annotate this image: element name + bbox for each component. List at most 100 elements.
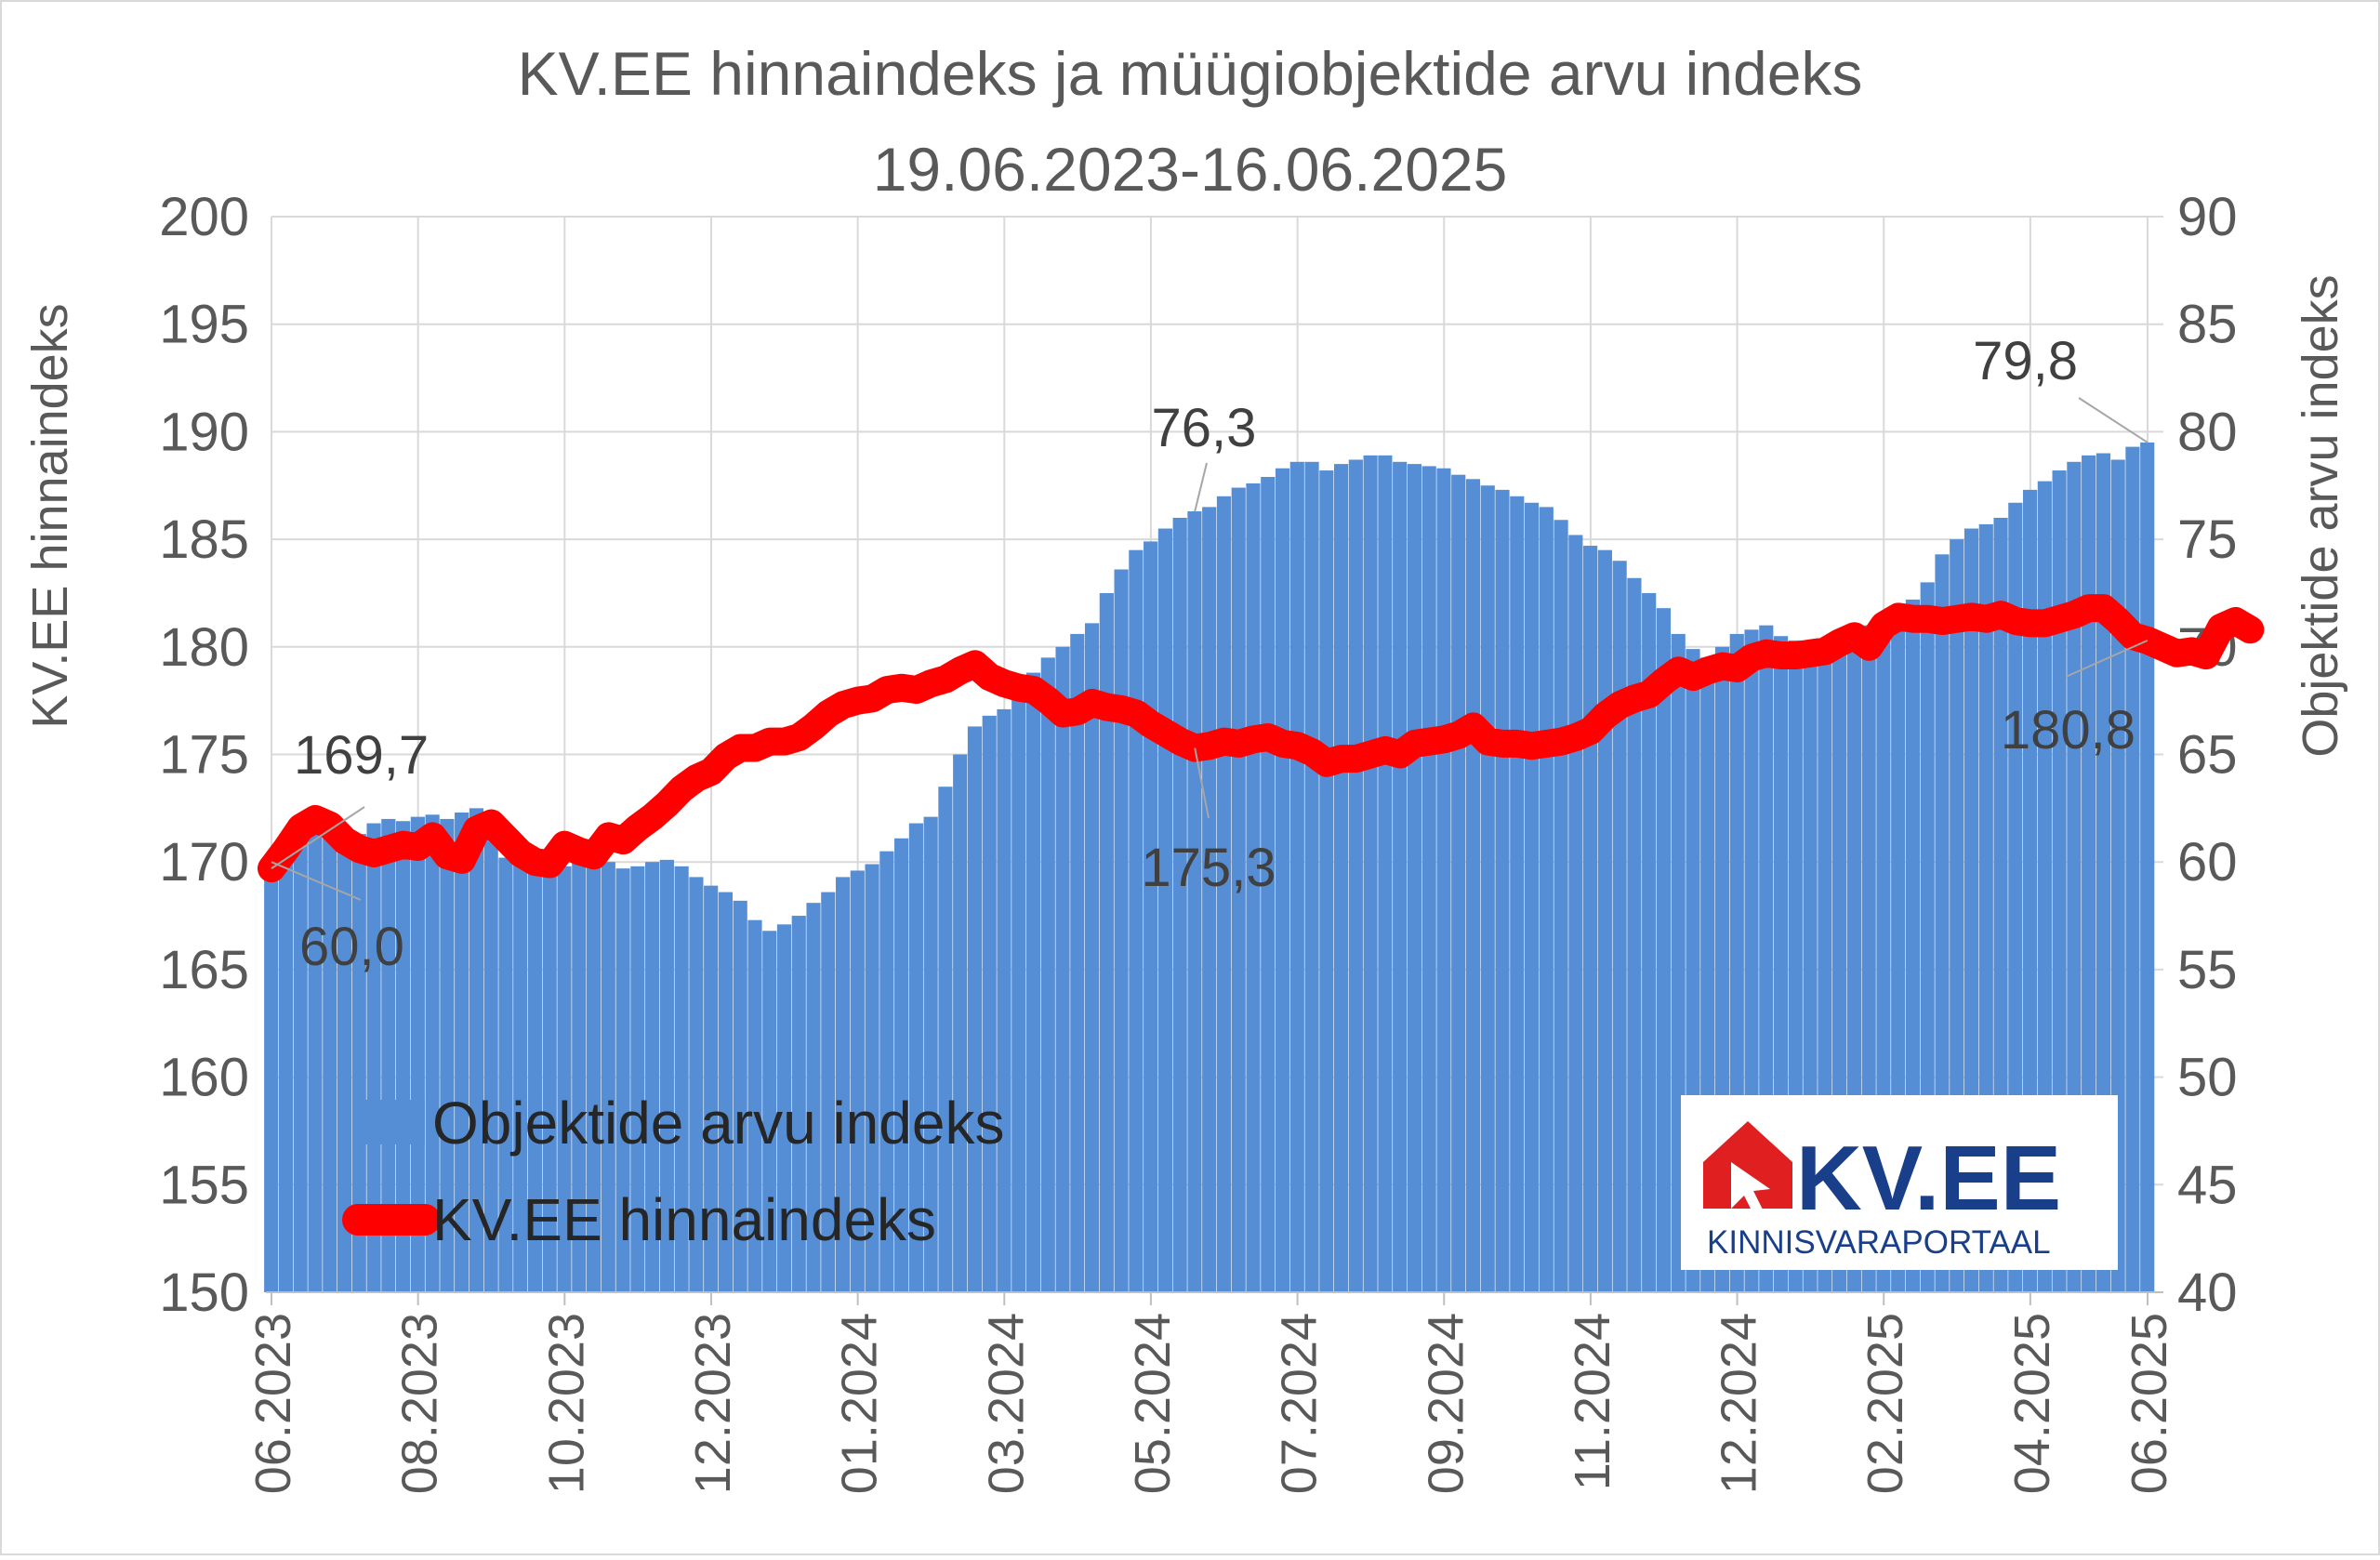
y-tick-right: 85 [2177,295,2238,355]
bar [1436,468,1451,1292]
x-tick-label: 06.2023 [245,1313,301,1494]
data-label-line-end: 180,8 [2001,700,2135,760]
bar [704,885,719,1292]
bar [1568,535,1583,1292]
y-tick-right: 65 [2177,725,2238,786]
bar [366,823,381,1292]
data-label-bar-end: 79,8 [1973,331,2078,391]
bar [1025,672,1041,1292]
bar [1129,549,1144,1292]
bar [557,866,572,1292]
bar [1099,592,1114,1292]
bar [1157,528,1172,1292]
price-index-line [258,594,2265,883]
legend: Objektide arvu indeks KV.EE hinnaindeks [342,1090,1004,1253]
bar [410,816,425,1292]
bar [1363,455,1378,1293]
bar [513,862,528,1292]
bar [879,851,894,1292]
bar [1040,657,1055,1292]
y-axis-right-label: Objektide arvu indeks [2293,274,2348,757]
bar [1070,633,1085,1292]
bar [483,812,498,1292]
bar [1231,487,1246,1292]
bar [1495,489,1510,1292]
legend-bar-label: Objektide arvu indeks [432,1090,1004,1157]
y-tick-right: 75 [2177,509,2238,570]
bar [2096,453,2110,1292]
bar [2037,481,2052,1292]
bar [835,877,851,1292]
x-tick-label: 07.2024 [1272,1313,1328,1494]
bar [821,892,836,1292]
bar [850,870,865,1292]
bar [2125,446,2140,1293]
data-label-line-end-leader [2065,639,2149,678]
x-tick-label: 10.2023 [538,1313,594,1494]
bar [381,818,396,1292]
legend-bar-swatch [358,1100,425,1144]
bar [1597,549,1612,1292]
bar [1421,466,1436,1292]
chart-subtitle: 19.06.2023-16.06.2025 [873,135,1508,204]
y-tick-left: 170 [159,832,249,892]
x-tick-label: 09.2024 [1418,1313,1474,1494]
line-series [258,594,2265,883]
bar [806,903,821,1292]
bar [2140,442,2155,1293]
bar [1202,507,1217,1292]
bar [337,831,352,1292]
bar [1216,496,1232,1292]
bar [689,877,704,1292]
x-tick-label: 01.2024 [832,1313,888,1494]
bar [718,892,734,1292]
bar [425,814,440,1292]
data-labels: 169,7 60,0 76,3 175,3 79,8 180,8 [271,331,2149,977]
x-tick-label: 04.2025 [2004,1313,2060,1494]
bar [659,859,674,1292]
data-label-line-mid-leader [1194,747,1210,819]
bar [1656,608,1672,1292]
bar [1334,464,1349,1292]
bar [1510,496,1525,1292]
y-tick-left: 185 [159,509,249,570]
house-cursor-icon [1703,1121,1792,1214]
bar [1612,561,1627,1292]
axes: 150 155 160 165 170 175 180 185 190 195 200 40 45 50 5… [159,187,2237,1494]
bar [865,864,879,1292]
bar [1451,474,1466,1292]
bar [601,862,615,1292]
bar [1144,541,1158,1292]
bar [953,754,968,1292]
bar [1304,461,1319,1292]
bar [747,919,762,1292]
bar [2067,461,2082,1292]
data-label-line-start-leader [271,806,365,869]
data-label-bar-start-leader [271,861,362,901]
bar [1539,507,1554,1292]
x-tick-label: 12.2024 [1712,1313,1767,1494]
bar [967,726,983,1292]
bar [791,916,806,1292]
bar [1407,464,1422,1292]
bar [776,924,792,1292]
bar [527,864,543,1292]
bar [323,829,337,1292]
y-tick-right: 90 [2177,187,2238,247]
bar [1084,623,1100,1292]
y-tick-left: 175 [159,725,249,786]
bar [351,834,366,1292]
bar [278,849,294,1292]
y-axis-left-label: KV.EE hinnaindeks [22,303,78,728]
x-tick-label: 12.2023 [685,1313,741,1494]
logo-subtext: KINNISVARAPORTAAL [1707,1224,2051,1261]
bar [498,857,513,1292]
data-label-bar-mid: 76,3 [1152,398,1257,458]
y-tick-left: 180 [159,617,249,678]
bar [908,823,923,1292]
y-tick-right: 45 [2177,1155,2238,1215]
bar [1012,694,1026,1292]
bar [1524,502,1540,1292]
y-tick-left: 150 [159,1263,249,1323]
y-tick-right: 60 [2177,832,2238,892]
